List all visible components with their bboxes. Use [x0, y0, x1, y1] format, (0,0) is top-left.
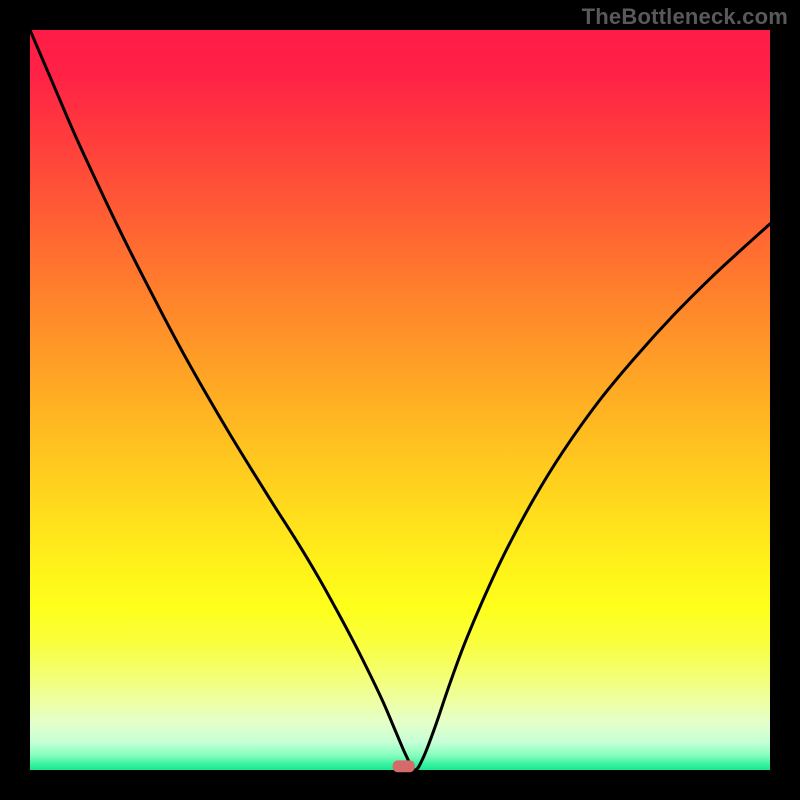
- optimal-point-marker: [393, 760, 415, 772]
- chart-frame: { "watermark": { "text": "TheBottleneck.…: [0, 0, 800, 800]
- watermark-text: TheBottleneck.com: [582, 4, 788, 30]
- plot-background: [30, 30, 770, 770]
- bottleneck-curve-chart: [0, 0, 800, 800]
